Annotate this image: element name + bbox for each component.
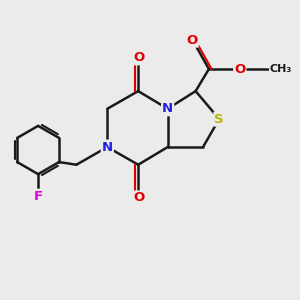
Text: CH₃: CH₃ (270, 64, 292, 74)
Text: O: O (187, 34, 198, 47)
Text: S: S (214, 112, 224, 126)
Text: F: F (34, 190, 43, 203)
Text: O: O (133, 191, 144, 205)
Text: N: N (162, 102, 173, 115)
Text: O: O (234, 62, 245, 76)
Text: O: O (133, 51, 144, 64)
Text: N: N (102, 141, 113, 154)
